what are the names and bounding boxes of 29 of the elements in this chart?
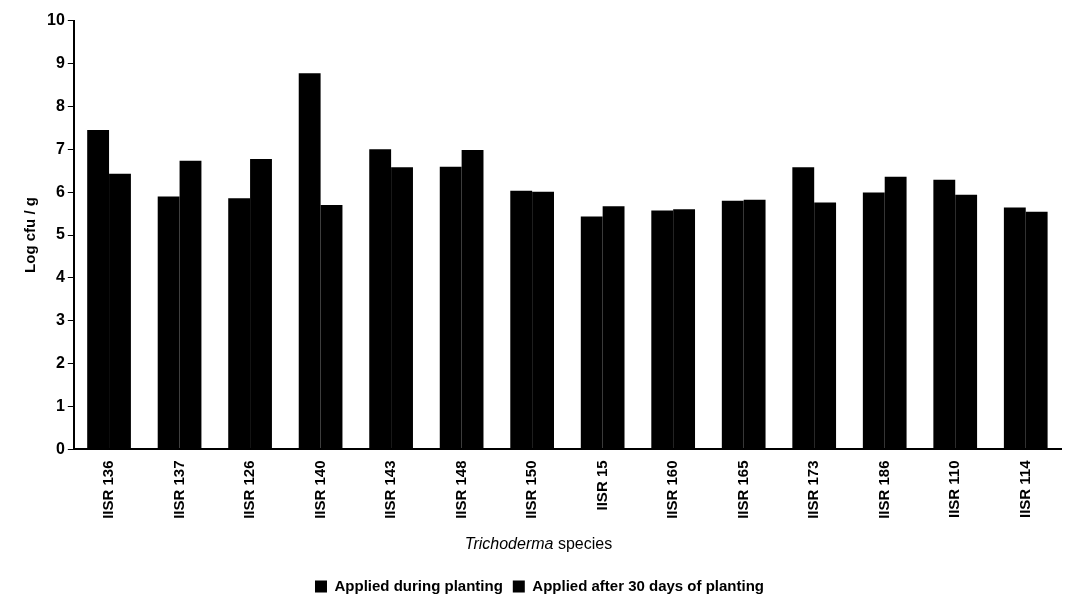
- y-tick-label: 2: [55, 354, 65, 372]
- y-tick-label: 0: [55, 439, 65, 457]
- legend-label: Applied during planting: [334, 576, 503, 594]
- x-tick-label: IISR 160: [663, 460, 681, 519]
- x-tick-label: IISR 165: [733, 460, 751, 519]
- x-axis-title: Trichoderma species: [463, 535, 614, 553]
- y-tick-label: 4: [55, 268, 65, 286]
- x-tick-label: IISR 143: [381, 460, 399, 519]
- y-tick-label: 3: [55, 311, 65, 329]
- y-tick-label: 9: [55, 53, 65, 71]
- x-tick-label: IISR 126: [240, 460, 258, 519]
- x-tick-label: IISR 173: [804, 460, 822, 519]
- y-tick-label: 8: [55, 96, 65, 114]
- y-axis-title: Log cfu / g: [21, 197, 39, 273]
- x-tick-label: IISR 150: [522, 460, 540, 519]
- x-tick-label: IISR 15: [592, 460, 610, 511]
- x-tick-label: IISR 114: [1015, 459, 1033, 518]
- x-tick-label: IISR 186: [874, 460, 892, 519]
- y-tick-label: 5: [55, 225, 65, 243]
- x-tick-label: IISR 136: [99, 460, 117, 519]
- y-tick-label: 10: [47, 11, 65, 29]
- y-tick-label: 1: [55, 396, 65, 414]
- x-tick-label: IISR 148: [451, 460, 469, 519]
- y-tick-label: 7: [55, 139, 65, 157]
- y-tick-label: 6: [55, 182, 65, 200]
- x-tick-label: IISR 137: [169, 460, 187, 519]
- legend-label: Applied after 30 days of planting: [532, 576, 765, 594]
- x-tick-label: IISR 110: [945, 460, 963, 518]
- x-tick-label: IISR 140: [310, 460, 328, 519]
